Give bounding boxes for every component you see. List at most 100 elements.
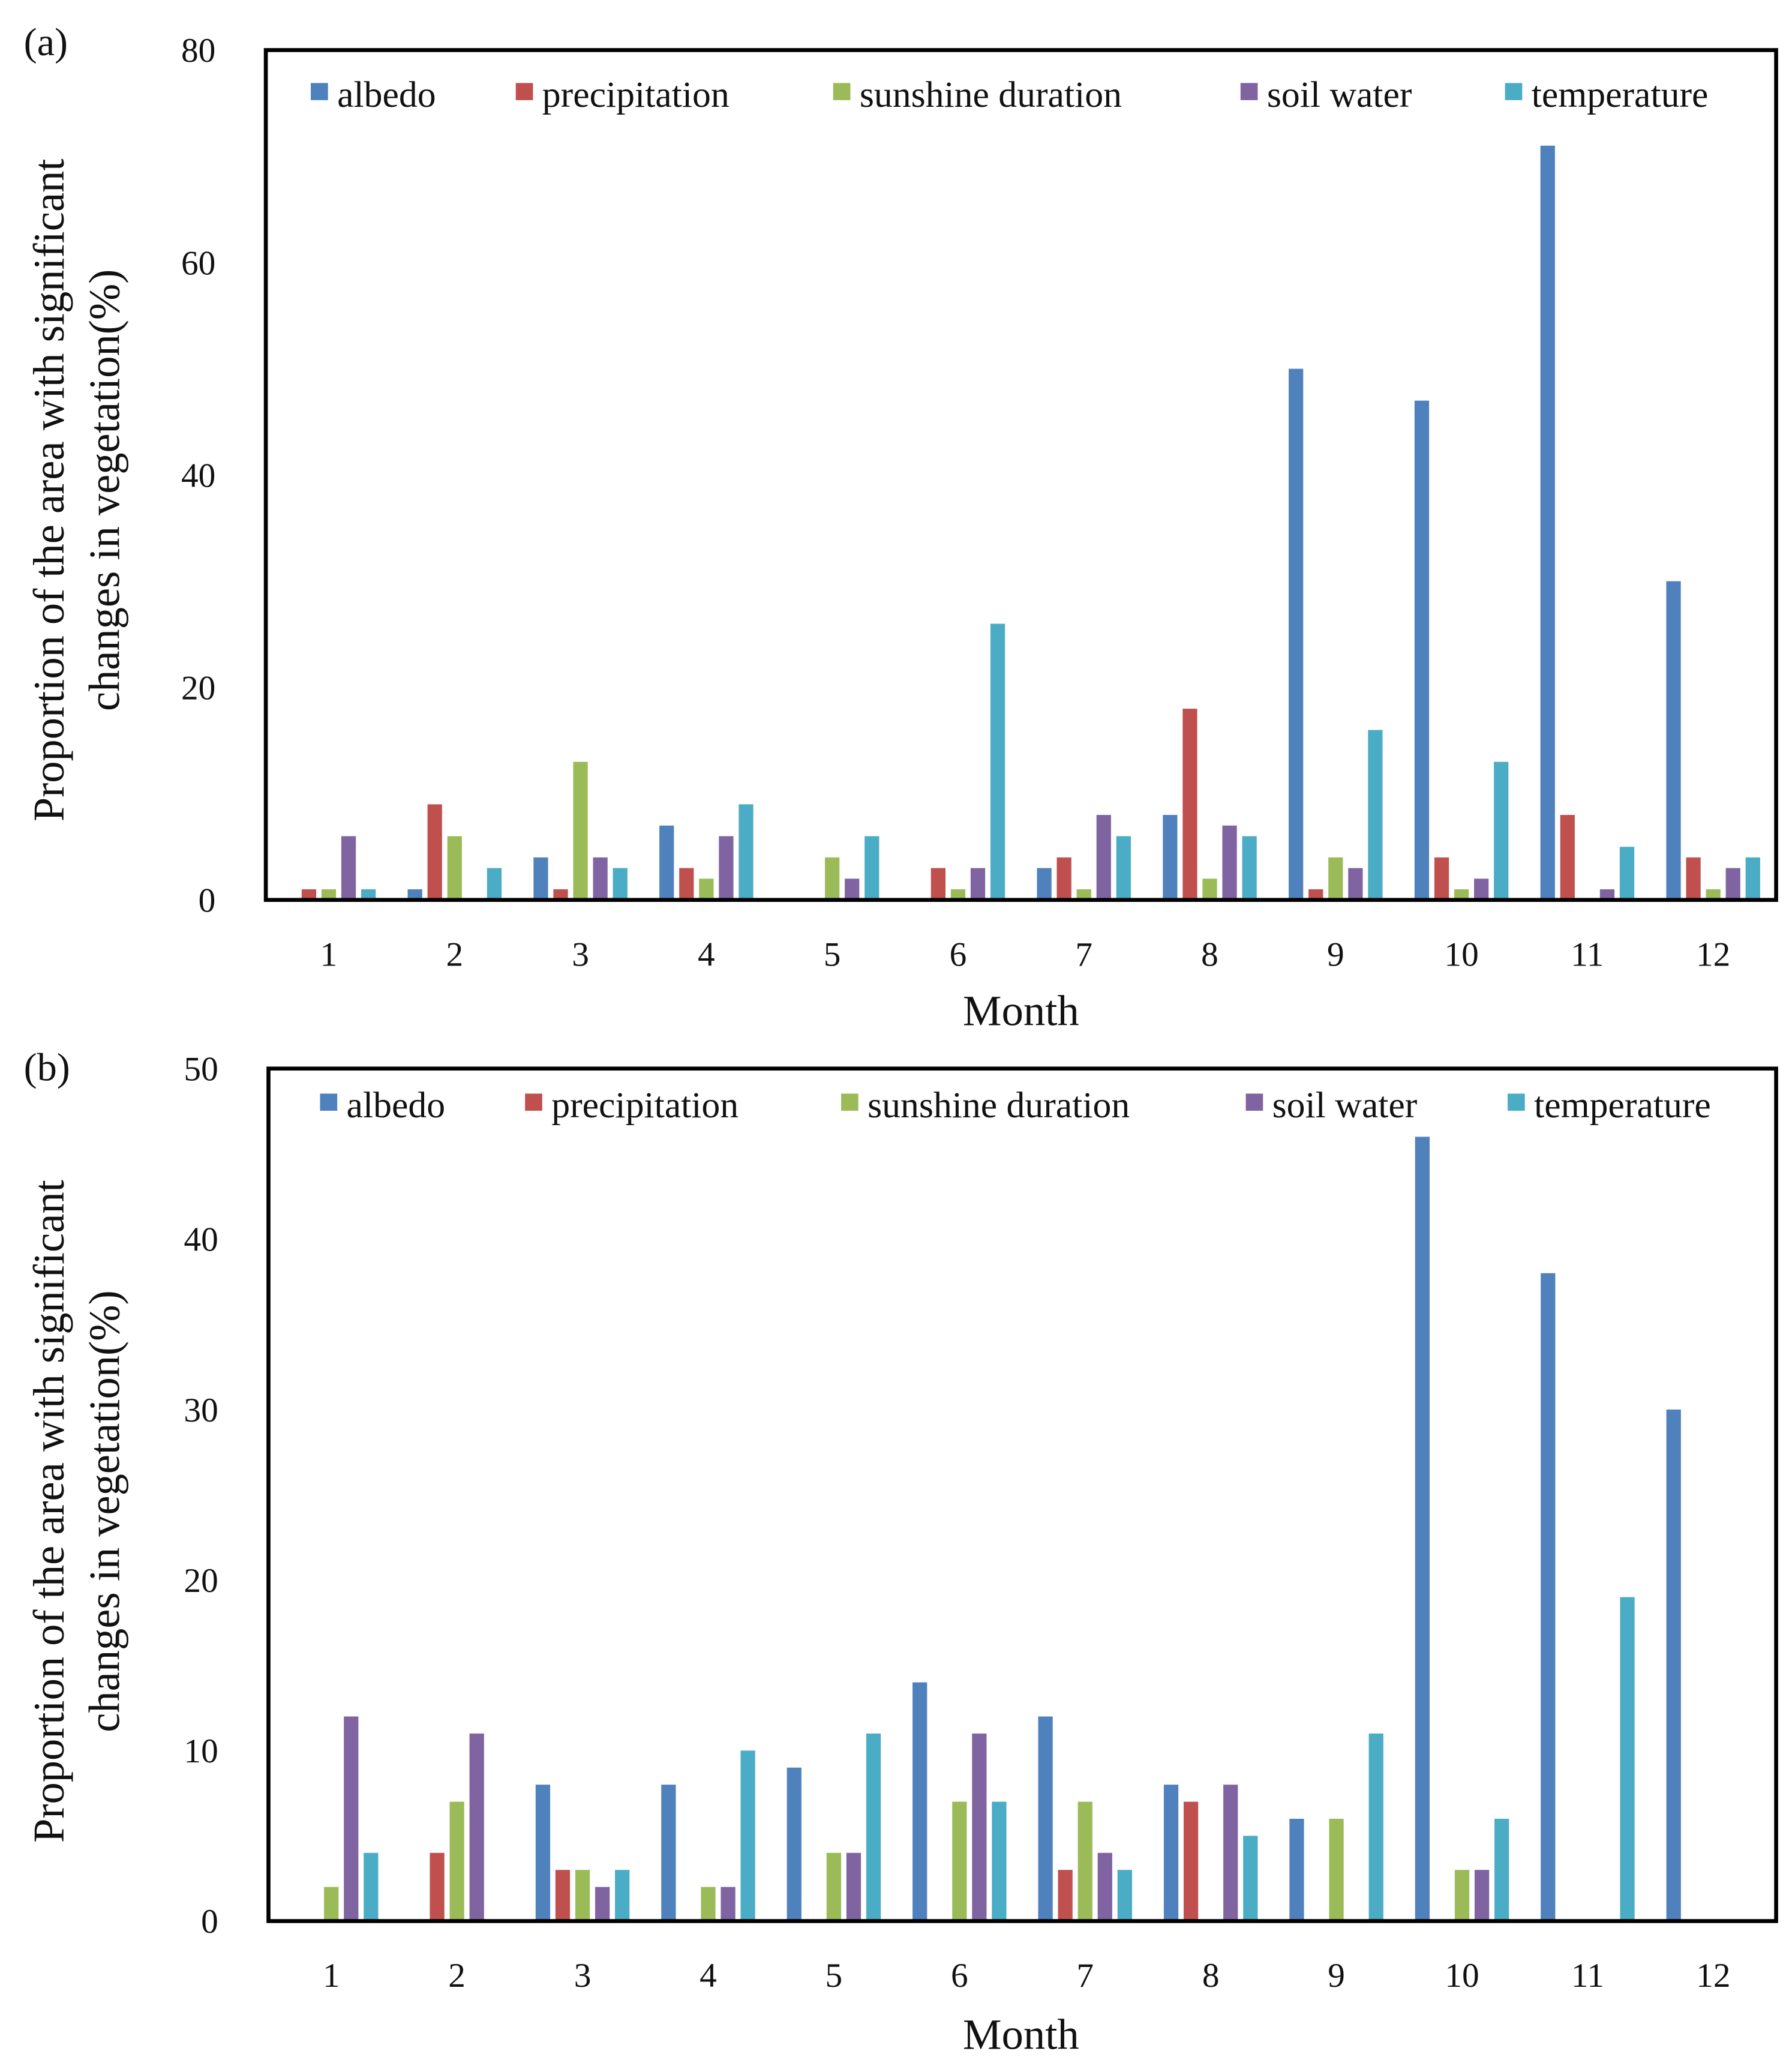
bar-temperature [1494, 1818, 1509, 1921]
x-tick-label: 4 [700, 1957, 717, 1995]
plot-frame-b [266, 1066, 1778, 1923]
legend-label: sunshine duration [868, 1085, 1130, 1126]
chart-b: (b) Proportion of the area with signific… [24, 1046, 1778, 2059]
bar-precipitation [1560, 815, 1575, 900]
x-tick-label: 8 [1202, 1957, 1220, 1995]
y-tick-label: 20 [181, 670, 215, 707]
bar-soil-water [1223, 1785, 1238, 1921]
x-tick-label: 5 [824, 936, 841, 974]
bar-albedo [1037, 868, 1052, 900]
bar-albedo [1038, 1716, 1053, 1921]
bar-precipitation [430, 1852, 445, 1921]
bar-temperature [739, 804, 754, 900]
bar-soil-water [1097, 1852, 1112, 1921]
bar-soil-water [970, 868, 986, 900]
bar-precipitation [301, 889, 317, 900]
x-tick-label: 7 [1075, 936, 1092, 974]
bar-sunshine-duration [1202, 878, 1217, 900]
y-tick-label: 40 [184, 1221, 218, 1259]
bar-albedo [1163, 1785, 1179, 1921]
bar-sunshine-duration [701, 1887, 716, 1921]
bar-sunshine-duration [324, 1887, 339, 1921]
legend-swatch-soil-water [1240, 83, 1258, 100]
bar-soil-water [1096, 815, 1111, 900]
bar-soil-water [344, 1716, 359, 1921]
bar-temperature [615, 1870, 630, 1921]
legend-swatch-albedo [311, 83, 328, 100]
x-tick-label: 8 [1201, 936, 1218, 974]
bar-albedo [1666, 1410, 1681, 1921]
bar-albedo [787, 1767, 802, 1921]
x-axis-title-b: Month [963, 2010, 1079, 2059]
bar-albedo [661, 1785, 676, 1921]
bar-precipitation [1058, 1870, 1073, 1921]
bar-soil-water [1725, 868, 1740, 900]
bar-soil-water [1348, 868, 1363, 900]
y-axis-title-line2-b: changes in vegetation(%) [80, 1290, 128, 1732]
x-tick-label: 12 [1696, 1957, 1730, 1995]
bar-albedo [1415, 1137, 1430, 1921]
bar-temperature [740, 1750, 755, 1921]
bar-sunshine-duration [321, 889, 337, 900]
legend-swatch-albedo [320, 1093, 338, 1111]
bar-temperature [990, 623, 1005, 900]
panel-label-a: (a) [24, 20, 68, 64]
x-tick-label: 11 [1571, 936, 1604, 974]
legend-label: albedo [337, 74, 436, 115]
legend-label: precipitation [551, 1085, 739, 1126]
bar-sunshine-duration [447, 836, 462, 900]
bar-sunshine-duration [449, 1801, 464, 1921]
chart-a: (a) Proportion of the area with signific… [24, 20, 1778, 1035]
bar-temperature [1368, 1733, 1383, 1921]
bar-soil-water [341, 836, 356, 900]
x-axis-title-a: Month [963, 986, 1079, 1035]
bar-sunshine-duration [575, 1870, 590, 1921]
x-tick-label: 9 [1327, 936, 1344, 974]
bar-precipitation [1056, 857, 1071, 900]
x-tick-label: 3 [574, 1957, 592, 1995]
bar-sunshine-duration [950, 889, 966, 900]
x-tick-label: 5 [826, 1957, 843, 1995]
bar-sunshine-duration [825, 857, 840, 900]
bar-sunshine-duration [573, 761, 588, 900]
legend-label: temperature [1534, 1085, 1711, 1126]
bar-albedo [1289, 1818, 1304, 1921]
bar-albedo [533, 857, 548, 900]
y-tick-label: 80 [181, 32, 215, 70]
bar-precipitation [679, 868, 694, 900]
bar-temperature [1116, 836, 1131, 900]
bar-albedo [1414, 400, 1430, 900]
bar-soil-water [721, 1887, 736, 1921]
bar-precipitation [1686, 857, 1701, 900]
bar-soil-water [1222, 825, 1237, 900]
x-tick-label: 10 [1444, 936, 1478, 974]
bar-soil-water [595, 1887, 610, 1921]
bar-sunshine-duration [1328, 857, 1343, 900]
bar-sunshine-duration [1454, 1870, 1470, 1921]
bar-precipitation [1308, 889, 1323, 900]
legend-label: temperature [1532, 74, 1709, 115]
bar-soil-water [845, 878, 860, 900]
y-tick-label: 0 [201, 1903, 218, 1941]
bar-soil-water [1474, 878, 1489, 900]
bar-sunshine-duration [699, 878, 714, 900]
x-tick-label: 10 [1445, 1957, 1479, 1995]
bar-temperature [1117, 1870, 1132, 1921]
x-tick-label: 4 [698, 936, 715, 974]
y-tick-label: 60 [181, 244, 215, 282]
legend-swatch-temperature [1505, 83, 1523, 100]
bar-temperature [865, 836, 880, 900]
bar-albedo [1289, 368, 1304, 900]
bar-albedo [1540, 145, 1555, 900]
y-tick-label: 10 [184, 1732, 218, 1770]
bar-temperature [361, 889, 376, 900]
y-tick-label: 20 [184, 1562, 218, 1600]
bar-temperature [1619, 847, 1635, 900]
bar-precipitation [930, 868, 945, 900]
x-tick-label: 1 [323, 1957, 340, 1995]
bar-temperature [1494, 761, 1509, 900]
legend-swatch-temperature [1508, 1093, 1525, 1111]
bar-albedo [1666, 581, 1681, 900]
y-tick-label: 50 [184, 1051, 218, 1089]
